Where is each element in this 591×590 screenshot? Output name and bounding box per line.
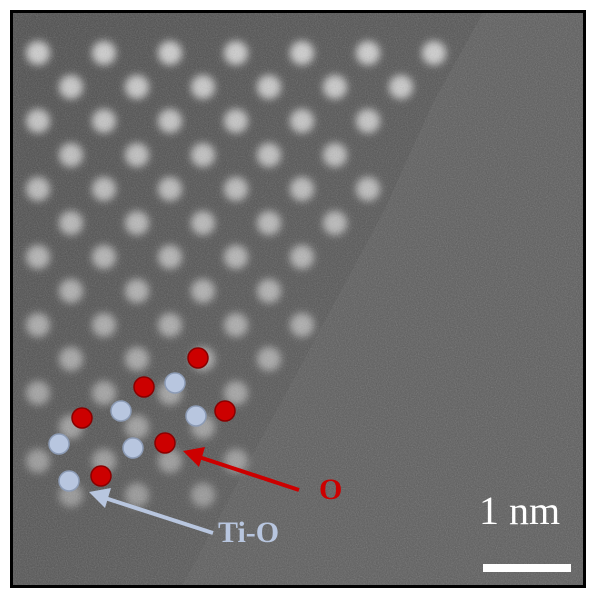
tio-atom-marker <box>185 405 207 427</box>
oxygen-arrow-head <box>183 447 205 467</box>
oxygen-atom-marker <box>154 432 176 454</box>
oxygen-arrow-shaft <box>198 455 300 492</box>
tio-atom-marker <box>122 437 144 459</box>
arrows <box>89 447 300 535</box>
tio-atom-marker <box>110 400 132 422</box>
tio-atom-marker <box>48 433 70 455</box>
oxygen-atom-marker <box>71 407 93 429</box>
tio-arrow-shaft <box>104 496 214 535</box>
oxygen-atom-marker <box>133 376 155 398</box>
tio-label: Ti-O <box>218 516 280 549</box>
oxygen-label: O <box>319 473 343 506</box>
micrograph-frame: O Ti-O 1 nm <box>10 10 586 588</box>
oxygen-atom-marker <box>90 465 112 487</box>
tio-arrow-head <box>89 488 111 508</box>
atom-markers <box>48 347 236 492</box>
scale-bar <box>483 564 571 572</box>
oxygen-atom-marker <box>214 400 236 422</box>
scale-bar-label: 1 nm <box>479 488 561 533</box>
tem-micrograph <box>13 13 583 585</box>
oxygen-atom-marker <box>187 347 209 369</box>
tio-atom-marker <box>58 470 80 492</box>
tio-atom-marker <box>164 372 186 394</box>
